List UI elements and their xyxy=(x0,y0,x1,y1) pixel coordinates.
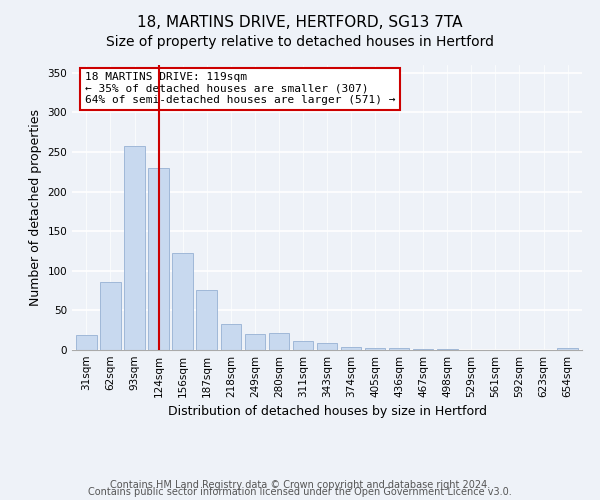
X-axis label: Distribution of detached houses by size in Hertford: Distribution of detached houses by size … xyxy=(167,406,487,418)
Text: Size of property relative to detached houses in Hertford: Size of property relative to detached ho… xyxy=(106,35,494,49)
Bar xyxy=(221,324,241,350)
Bar xyxy=(100,282,121,350)
Text: 18, MARTINS DRIVE, HERTFORD, SG13 7TA: 18, MARTINS DRIVE, HERTFORD, SG13 7TA xyxy=(137,15,463,30)
Bar xyxy=(413,349,433,350)
Bar xyxy=(293,342,313,350)
Bar xyxy=(437,349,458,350)
Bar xyxy=(245,334,265,350)
Bar xyxy=(172,254,193,350)
Bar xyxy=(269,334,289,350)
Text: Contains public sector information licensed under the Open Government Licence v3: Contains public sector information licen… xyxy=(88,487,512,497)
Y-axis label: Number of detached properties: Number of detached properties xyxy=(29,109,42,306)
Bar xyxy=(341,347,361,350)
Bar xyxy=(124,146,145,350)
Bar xyxy=(557,348,578,350)
Bar xyxy=(196,290,217,350)
Text: Contains HM Land Registry data © Crown copyright and database right 2024.: Contains HM Land Registry data © Crown c… xyxy=(110,480,490,490)
Text: 18 MARTINS DRIVE: 119sqm
← 35% of detached houses are smaller (307)
64% of semi-: 18 MARTINS DRIVE: 119sqm ← 35% of detach… xyxy=(85,72,395,106)
Bar xyxy=(389,348,409,350)
Bar xyxy=(76,335,97,350)
Bar xyxy=(365,348,385,350)
Bar xyxy=(148,168,169,350)
Bar xyxy=(317,343,337,350)
